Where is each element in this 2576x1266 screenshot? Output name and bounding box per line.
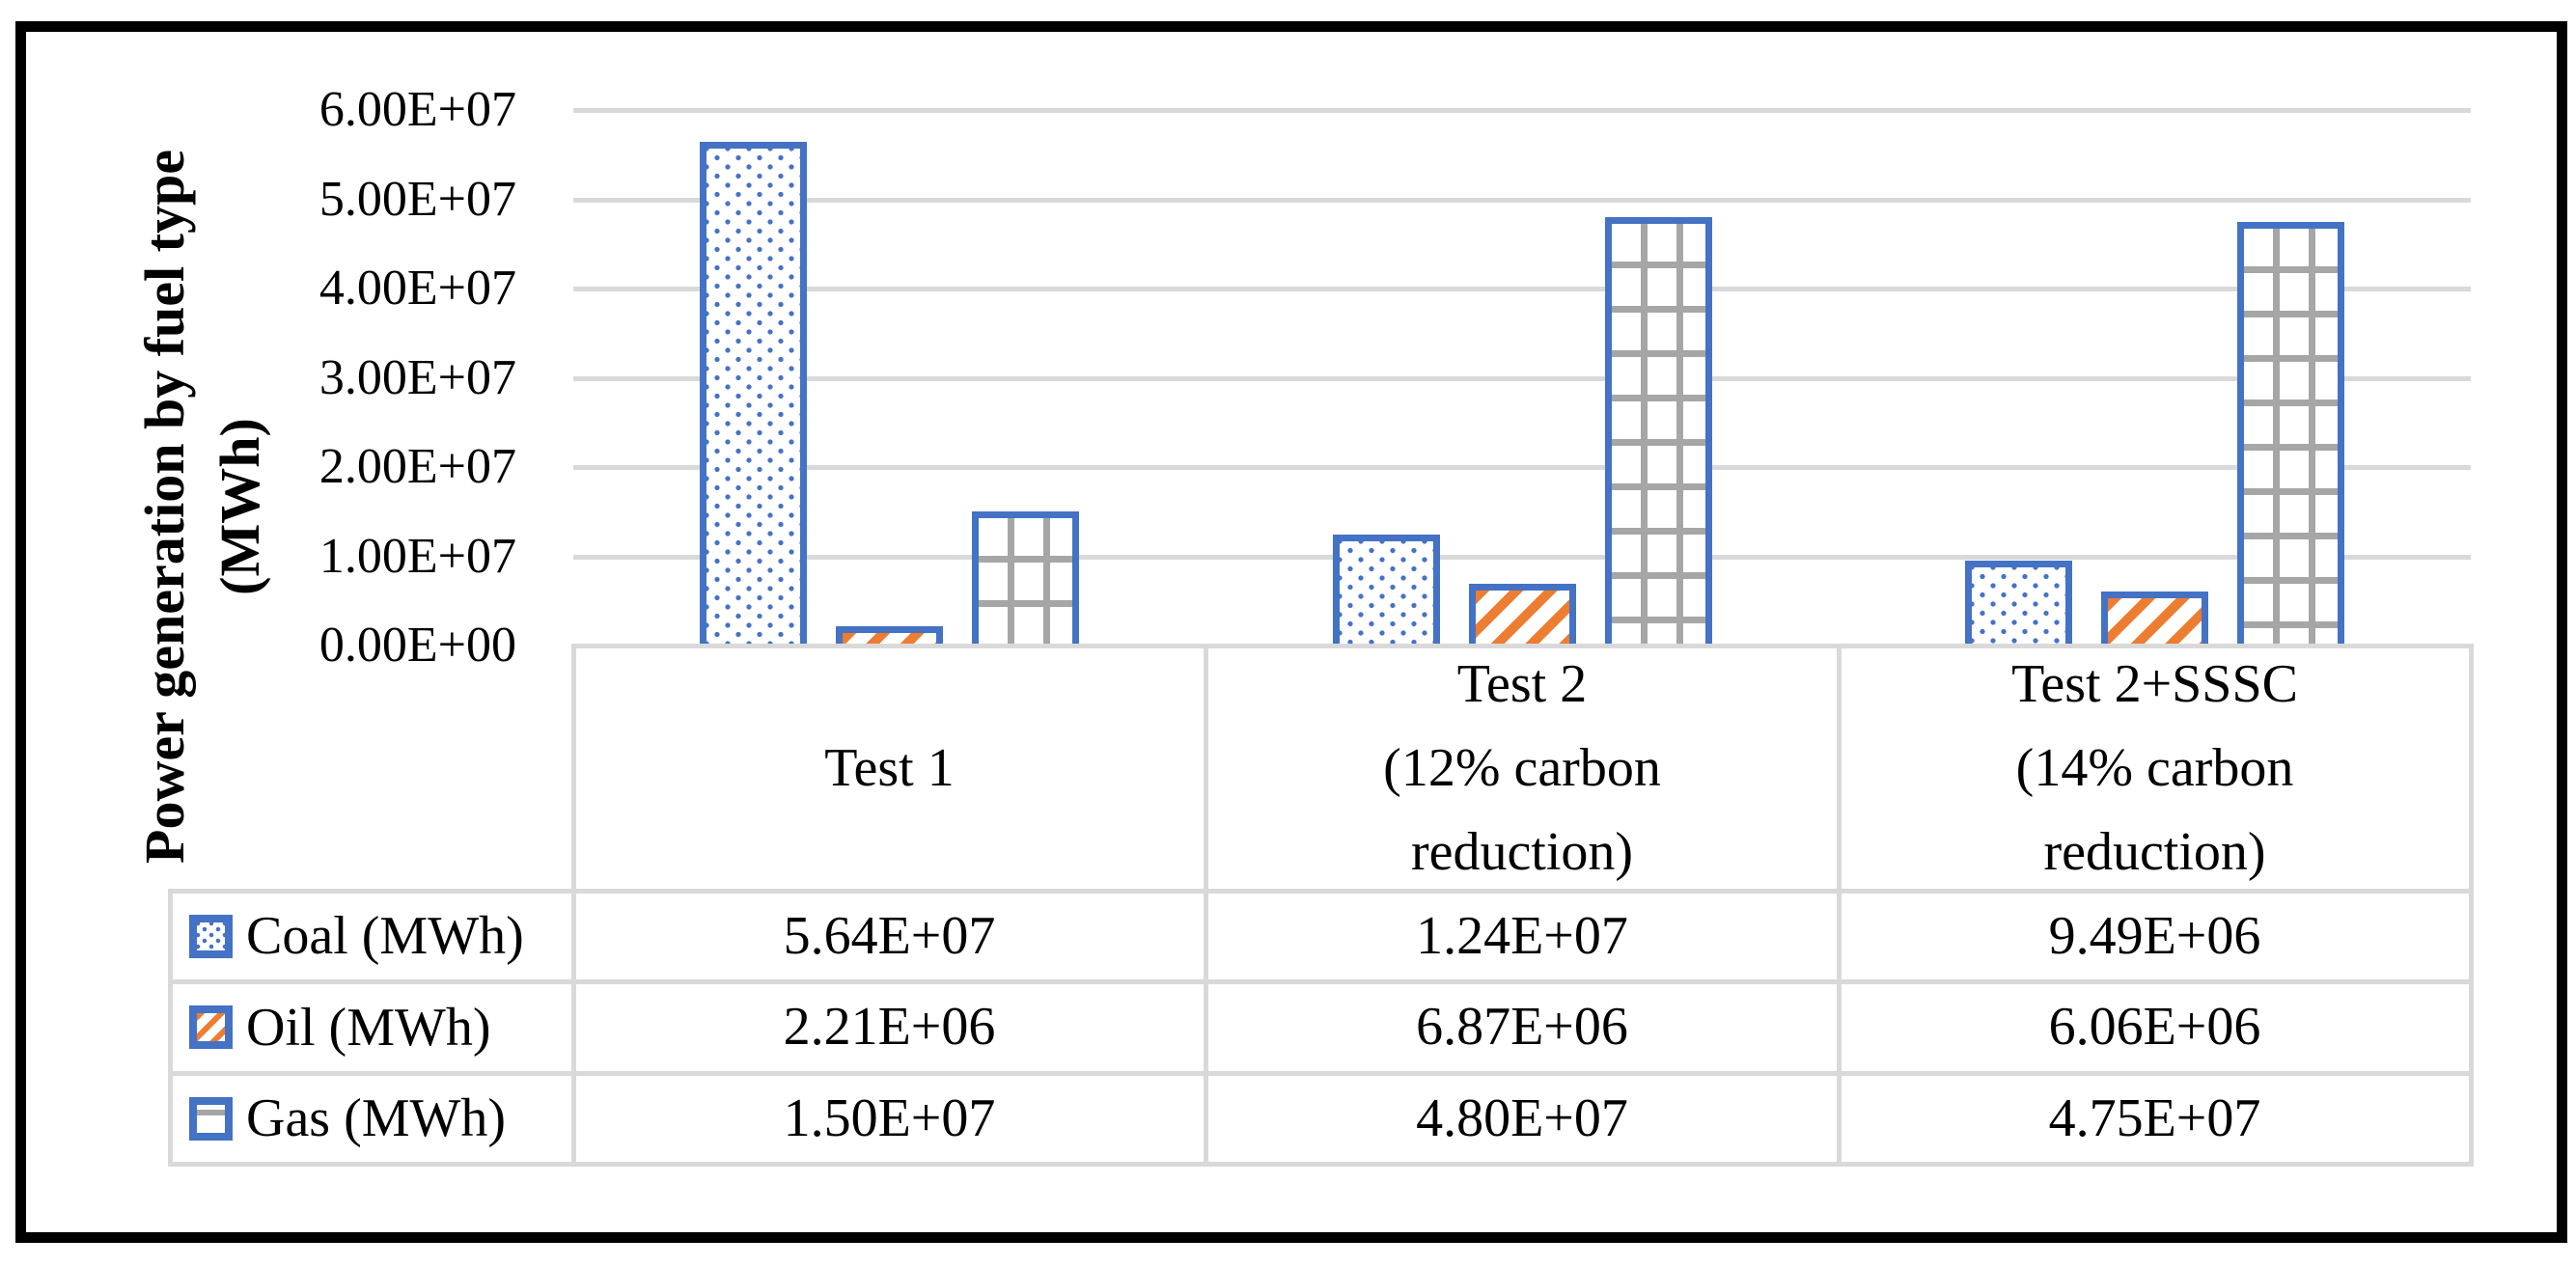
table-row-header-coal: Coal (MWh) [170, 891, 573, 981]
legend-key-oil [189, 1005, 233, 1049]
table-border-line [2469, 644, 2474, 1167]
table-border-line [168, 1162, 2474, 1167]
table-header-line: (14% carbon [2015, 737, 2294, 798]
table-header-line: Test 2+SSSC [2011, 653, 2298, 714]
table-border-line [168, 1071, 2474, 1076]
figure-frame [15, 21, 2567, 1243]
legend-label-gas: Gas (MWh) [246, 1088, 507, 1148]
table-cell-oil-test-1: 2.21E+06 [783, 997, 996, 1057]
y-axis-tick-label: 3.00E+07 [319, 349, 516, 405]
bar-gas-test-2 [1604, 217, 1712, 646]
table-header-line: reduction) [1410, 821, 1634, 882]
bar-gas-test-1 [972, 511, 1079, 646]
table-cell-gas-test-2: 4.80E+07 [1416, 1087, 1628, 1148]
table-cell-coal-test-2-sssc: 9.49E+06 [2048, 905, 2261, 966]
table-border-line [1837, 644, 1842, 1167]
y-axis-tick-label: 0.00E+00 [319, 618, 516, 673]
gridline [573, 108, 2471, 113]
table-cell-oil-test-2-sssc: 6.06E+06 [2048, 997, 2261, 1057]
table-row-header-oil: Oil (MWh) [170, 981, 573, 1073]
legend-label-oil: Oil (MWh) [246, 997, 491, 1058]
bar-gas-test-2-sssc [2237, 221, 2344, 646]
table-header-test-2-sssc: Test 2+SSSC (14% carbon reduction) [1839, 646, 2471, 891]
bar-coal-test-1 [700, 142, 807, 646]
gridline [573, 197, 2471, 203]
legend-key-coal [189, 914, 233, 958]
bar-oil-test-1 [836, 625, 943, 646]
legend-label-coal: Coal (MWh) [246, 906, 524, 966]
table-border-line [571, 644, 576, 1167]
table-cell-gas-test-1: 1.50E+07 [783, 1087, 996, 1148]
bar-oil-test-2 [1468, 584, 1576, 646]
table-header-test-1: Test 1 [573, 646, 1205, 891]
gridline [573, 287, 2471, 291]
bar-oil-test-2-sssc [2101, 591, 2208, 646]
y-axis-tick-label: 4.00E+07 [319, 261, 516, 316]
table-cell-gas-test-2-sssc: 4.75E+07 [2048, 1087, 2261, 1148]
legend-key-gas [189, 1096, 233, 1141]
table-header-line: Test 2 [1456, 653, 1588, 714]
y-axis-tick-label: 2.00E+07 [319, 439, 516, 494]
gridline [573, 375, 2471, 381]
y-axis-tick-label: 5.00E+07 [319, 171, 516, 227]
table-header-line: reduction) [2043, 821, 2266, 882]
table-row-header-gas: Gas (MWh) [170, 1073, 573, 1164]
table-cell-coal-test-2: 1.24E+07 [1416, 905, 1628, 966]
table-header-test-2: Test 2 (12% carbon reduction) [1205, 646, 1839, 891]
table-cell-coal-test-1: 5.64E+07 [783, 905, 996, 966]
y-axis-tick-label: 6.00E+07 [319, 82, 516, 137]
y-axis-tick-label: 1.00E+07 [319, 528, 516, 584]
table-cell-oil-test-2: 6.87E+06 [1416, 997, 1628, 1057]
table-border-line [1204, 644, 1208, 1167]
table-border-line [168, 979, 2474, 984]
bar-coal-test-2 [1332, 535, 1440, 646]
table-header-line: Test 1 [824, 737, 955, 798]
bar-coal-test-2-sssc [1965, 561, 2072, 646]
table-border-line [168, 889, 173, 1167]
table-header-line: (12% carbon [1383, 737, 1661, 798]
gridline [573, 465, 2471, 470]
gridline [573, 554, 2471, 560]
table-border-line [571, 644, 2474, 648]
table-border-line [168, 889, 2474, 894]
